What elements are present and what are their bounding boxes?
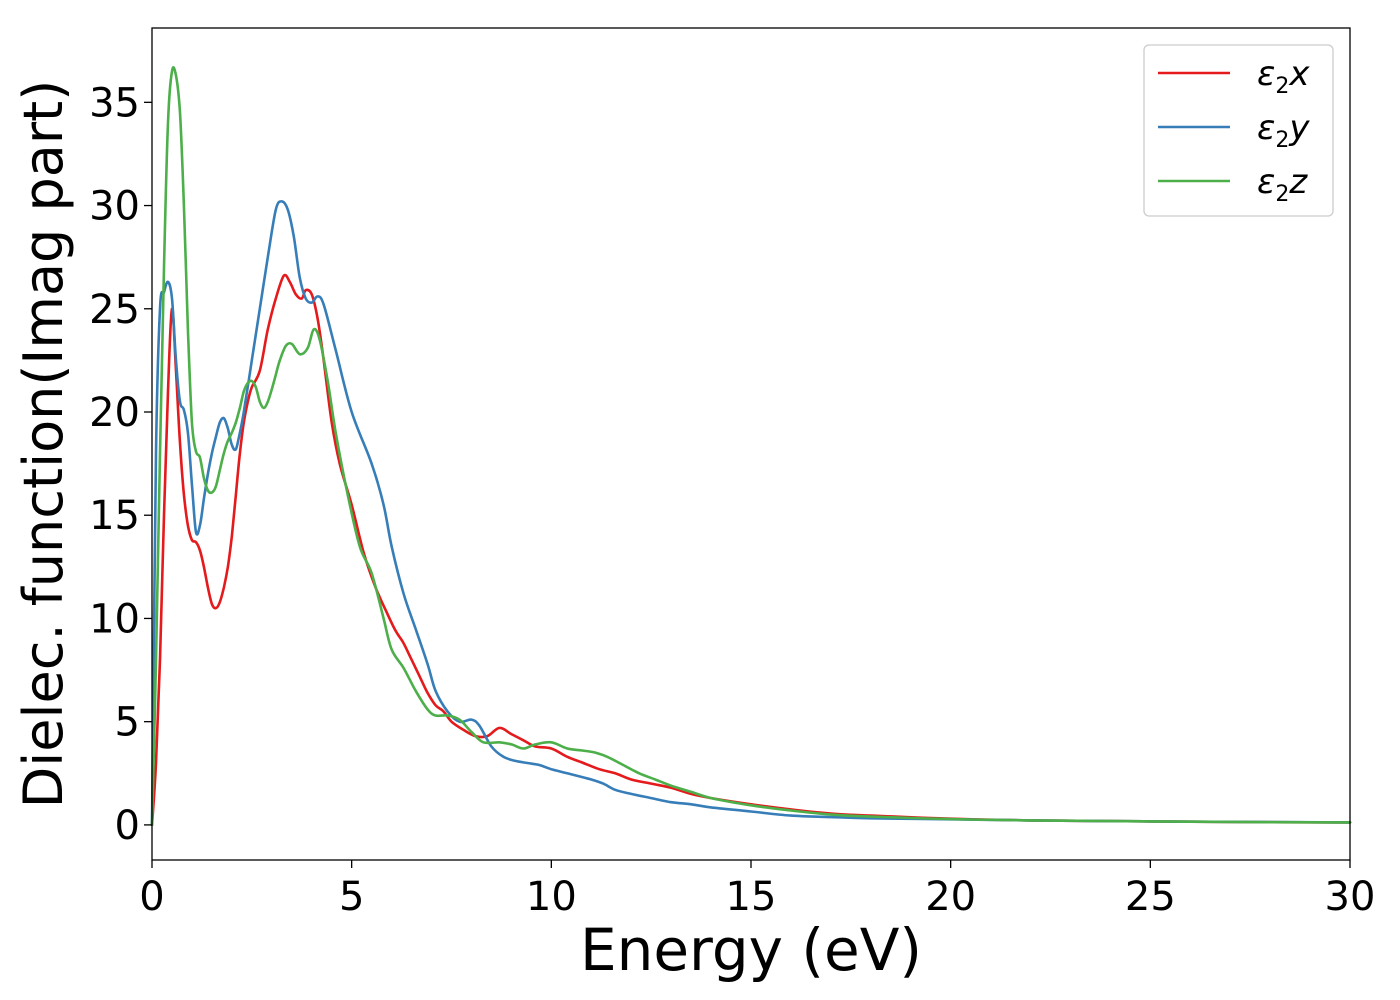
x-axis: 0 5 10 15 20 25 30 [139, 860, 1375, 920]
legend-box [1143, 44, 1334, 217]
x-tick-label: 0 [139, 874, 164, 920]
x-tick-label: 10 [526, 874, 577, 920]
x-tick-label: 30 [1325, 874, 1376, 920]
y-axis-title: Dielec. function(Imag part) [12, 80, 75, 809]
x-tick-label: 25 [1125, 874, 1176, 920]
y-tick-label: 35 [89, 80, 140, 126]
x-tick-label: 20 [925, 874, 976, 920]
y-axis: 0 5 10 15 20 25 30 35 [89, 80, 152, 849]
series-line-1 [150, 273, 1352, 827]
x-tick-label: 5 [339, 874, 364, 920]
legend-label-2: ε2y [1257, 108, 1310, 153]
y-tick-label: 20 [89, 390, 140, 436]
y-tick-label: 15 [89, 493, 140, 539]
y-tick-label: 5 [115, 700, 140, 746]
y-tick-label: 10 [89, 596, 140, 642]
x-tick-label: 15 [726, 874, 777, 920]
y-tick-label: 0 [115, 803, 140, 849]
series-layer [150, 66, 1352, 827]
x-axis-title: Energy (eV) [580, 916, 922, 984]
series-line-3 [150, 66, 1352, 827]
y-tick-label: 30 [89, 184, 140, 230]
series-line-2 [150, 200, 1352, 827]
y-tick-label: 25 [89, 287, 140, 333]
